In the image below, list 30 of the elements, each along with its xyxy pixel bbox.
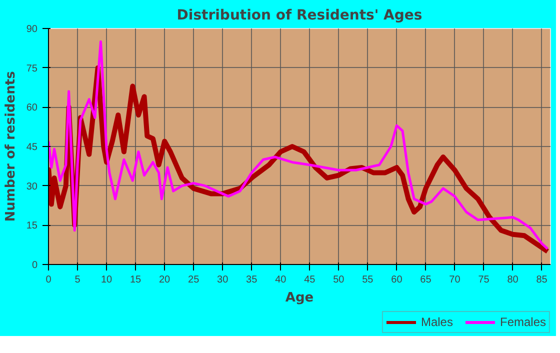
x-tick-label: 80 [507,274,519,286]
x-tick-label: 20 [159,274,171,286]
y-axis-title: Number of residents [3,70,18,222]
x-tick-label: 45 [304,274,316,286]
x-tick-label: 0 [46,274,52,286]
x-tick-label: 25 [188,274,200,286]
x-tick-label: 30 [217,274,229,286]
x-tick-label: 50 [333,274,345,286]
legend-label: Males [420,315,453,329]
x-tick-label: 55 [362,274,374,286]
y-tick-label: 60 [26,102,38,114]
y-tick-label: 30 [26,181,38,192]
legend-label: Females [500,315,546,329]
y-tick-label: 0 [32,260,38,271]
y-tick-label: 45 [26,142,38,153]
x-tick-label: 5 [74,274,81,286]
x-tick-label: 35 [246,274,258,286]
chart-title: Distribution of Residents' Ages [176,8,422,24]
x-tick-label: 60 [391,274,403,286]
x-tick-label: 70 [449,274,461,286]
x-tick-label: 40 [275,274,287,286]
y-tick-label: 90 [26,24,38,35]
x-tick-label: 85 [536,274,548,286]
y-tick-label: 75 [26,63,38,74]
x-tick-label: 15 [130,274,142,286]
x-tick-label: 75 [478,274,490,286]
x-tick-label: 65 [420,274,432,286]
x-tick-label: 10 [100,274,113,286]
y-tick-label: 15 [26,220,38,232]
x-axis-title: Age [285,290,314,306]
